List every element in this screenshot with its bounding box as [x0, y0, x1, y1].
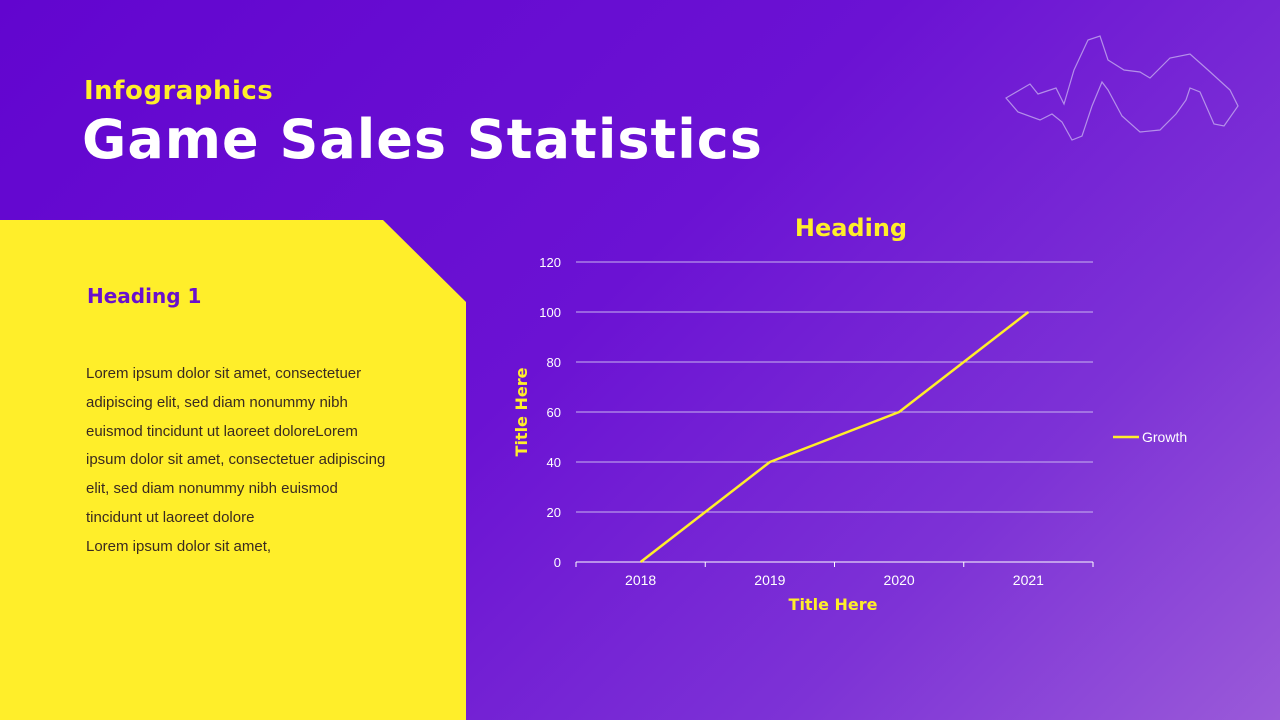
- grid-lines: [576, 261, 1093, 513]
- y-axis-title: Title Here: [512, 367, 531, 456]
- chart-title: Heading: [795, 214, 907, 242]
- y-tick-label: 120: [539, 255, 561, 270]
- yellow-text-panel: [0, 220, 466, 720]
- legend: Growth: [1113, 429, 1187, 445]
- legend-label: Growth: [1142, 429, 1187, 445]
- x-axis-title: Title Here: [789, 595, 878, 614]
- y-tick-label: 0: [554, 555, 561, 570]
- x-tick-label: 2019: [754, 572, 785, 588]
- panel-paragraph: Lorem ipsum dolor sit amet,: [86, 537, 272, 555]
- series-line-growth: [639, 311, 1030, 563]
- panel-paragraph: Lorem ipsum dolor sit amet, consectetuer…: [86, 365, 386, 526]
- x-tick-label: 2021: [1013, 572, 1044, 588]
- panel-heading: Heading 1: [87, 284, 202, 308]
- y-tick-label: 60: [547, 405, 561, 420]
- tick-labels: 0 20 40 60 80 100 120 2018 2019 2020 2021: [539, 255, 1044, 588]
- y-tick-label: 40: [547, 455, 561, 470]
- page-title: Game Sales Statistics: [82, 108, 763, 171]
- y-tick-label: 100: [539, 305, 561, 320]
- panel-body: Lorem ipsum dolor sit amet, consectetuer…: [86, 360, 386, 562]
- y-tick-label: 20: [547, 505, 561, 520]
- x-tick-label: 2020: [884, 572, 915, 588]
- axes: [575, 561, 1094, 567]
- x-tick-label: 2018: [625, 572, 656, 588]
- y-tick-label: 80: [547, 355, 561, 370]
- data-series: [639, 311, 1030, 563]
- scribble-decoration: [1005, 35, 1239, 141]
- eyebrow-label: Infographics: [84, 76, 274, 106]
